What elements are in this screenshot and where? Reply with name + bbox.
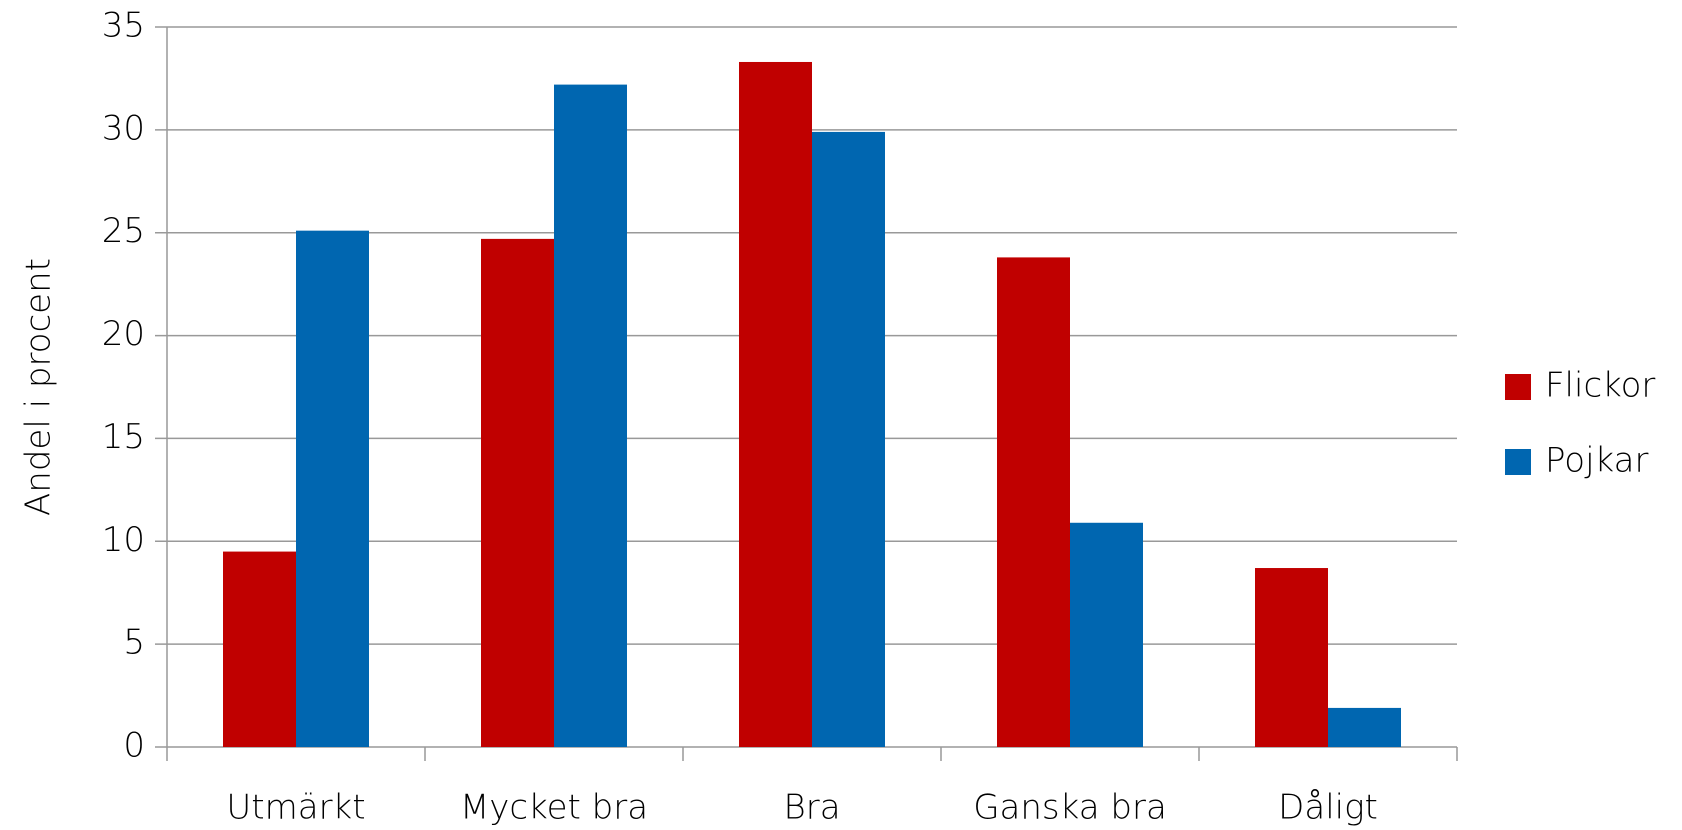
bar [481,238,554,747]
bar [223,551,296,747]
bar [997,257,1070,747]
bar [554,84,627,748]
bar [812,131,885,747]
x-tick-label: Bra [783,788,840,828]
y-tick-label: 5 [123,623,145,663]
x-tick-label: Ganska bra [973,788,1167,828]
y-tick-label: 0 [123,726,145,766]
bar [296,230,369,747]
bar [739,61,812,747]
y-tick-label: 10 [102,520,145,560]
legend-label: Flickor [1545,366,1655,406]
y-axis-title: Andel i procent [19,258,59,516]
legend-swatch [1505,374,1531,400]
x-tick-label: Mycket bra [460,788,648,828]
y-tick-label: 25 [102,211,145,251]
y-tick-label: 30 [102,108,145,148]
x-tick-label: Dåligt [1278,788,1378,828]
x-tick-label: Utmärkt [226,788,365,828]
bar [1070,522,1143,747]
y-tick-label: 35 [102,6,145,46]
bar [1255,568,1328,747]
legend-swatch [1505,449,1531,475]
bar [1328,707,1401,747]
y-tick-label: 20 [102,314,145,354]
y-tick-label: 15 [102,417,145,457]
legend-label: Pojkar [1545,441,1648,481]
